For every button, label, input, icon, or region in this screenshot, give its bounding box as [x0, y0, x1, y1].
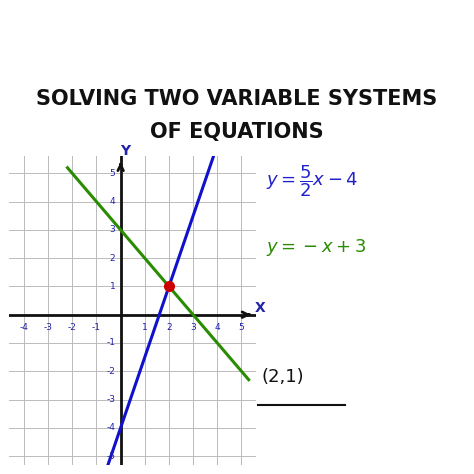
Text: -4: -4: [19, 323, 28, 332]
Text: -2: -2: [107, 367, 115, 376]
Text: 3: 3: [190, 323, 196, 332]
Text: OF EQUATIONS: OF EQUATIONS: [150, 122, 324, 142]
Text: 2: 2: [166, 323, 172, 332]
Text: X: X: [255, 301, 265, 316]
Text: 3: 3: [109, 226, 115, 235]
Text: $y = \dfrac{5}{2}x - 4$: $y = \dfrac{5}{2}x - 4$: [266, 163, 358, 199]
Text: -2: -2: [68, 323, 77, 332]
Text: SYSTEMS OF EQUATIONS: SYSTEMS OF EQUATIONS: [44, 20, 430, 48]
Text: 5: 5: [238, 323, 244, 332]
Text: -3: -3: [44, 323, 53, 332]
Text: 4: 4: [214, 323, 220, 332]
Text: 5: 5: [109, 169, 115, 178]
Text: (2,1): (2,1): [262, 368, 304, 386]
Text: -3: -3: [106, 395, 115, 404]
Text: 1: 1: [109, 282, 115, 291]
Text: -1: -1: [92, 323, 101, 332]
Text: 1: 1: [142, 323, 148, 332]
Text: 4: 4: [109, 197, 115, 206]
Text: -5: -5: [106, 452, 115, 461]
Text: -4: -4: [107, 423, 115, 432]
Text: SOLVING TWO VARIABLE SYSTEMS: SOLVING TWO VARIABLE SYSTEMS: [36, 90, 438, 109]
Text: $y = -x + 3$: $y = -x + 3$: [266, 237, 366, 258]
Text: 2: 2: [109, 254, 115, 263]
Text: -1: -1: [106, 338, 115, 347]
Text: Y: Y: [120, 144, 130, 158]
